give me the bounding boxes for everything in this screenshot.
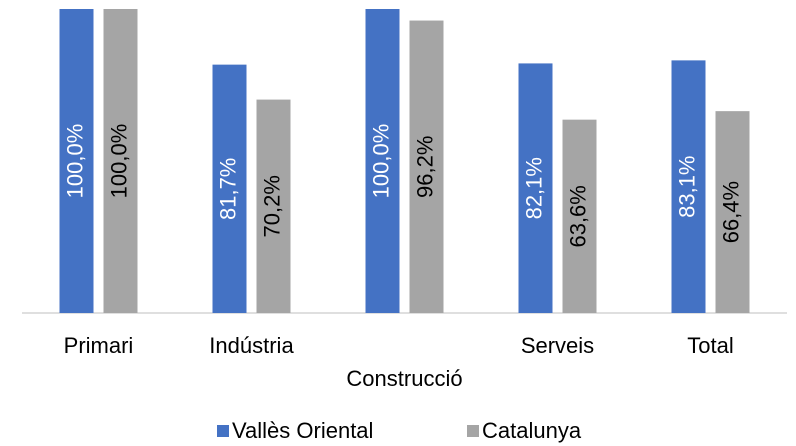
- bar: [715, 111, 750, 313]
- x-tick-label: Indústria: [209, 333, 294, 358]
- bar: [518, 63, 553, 313]
- bar: [409, 20, 444, 313]
- data-label: 83,1%: [674, 155, 699, 217]
- bar: [256, 99, 291, 313]
- x-tick-label: Serveis: [521, 333, 594, 358]
- data-label: 96,2%: [412, 136, 437, 198]
- bar: [562, 119, 597, 313]
- data-label: 82,1%: [521, 157, 546, 219]
- data-label: 100,0%: [106, 124, 131, 199]
- bar: [365, 9, 400, 313]
- legend-swatch: [217, 425, 229, 437]
- legend-label: Catalunya: [482, 418, 582, 443]
- x-tick-label: Primari: [64, 333, 134, 358]
- data-label: 81,7%: [215, 158, 240, 220]
- bar: [212, 64, 247, 314]
- bar: [103, 9, 138, 313]
- data-label: 100,0%: [62, 124, 87, 199]
- x-tick-label: Construcció: [346, 366, 462, 391]
- legend-label: Vallès Oriental: [232, 418, 373, 443]
- bar: [671, 60, 706, 313]
- data-label: 63,6%: [565, 185, 590, 247]
- bar: [59, 9, 94, 313]
- x-tick-label: Total: [687, 333, 733, 358]
- data-label: 66,4%: [718, 181, 743, 243]
- legend-swatch: [467, 425, 479, 437]
- data-label: 70,2%: [259, 175, 284, 237]
- data-label: 100,0%: [368, 124, 393, 199]
